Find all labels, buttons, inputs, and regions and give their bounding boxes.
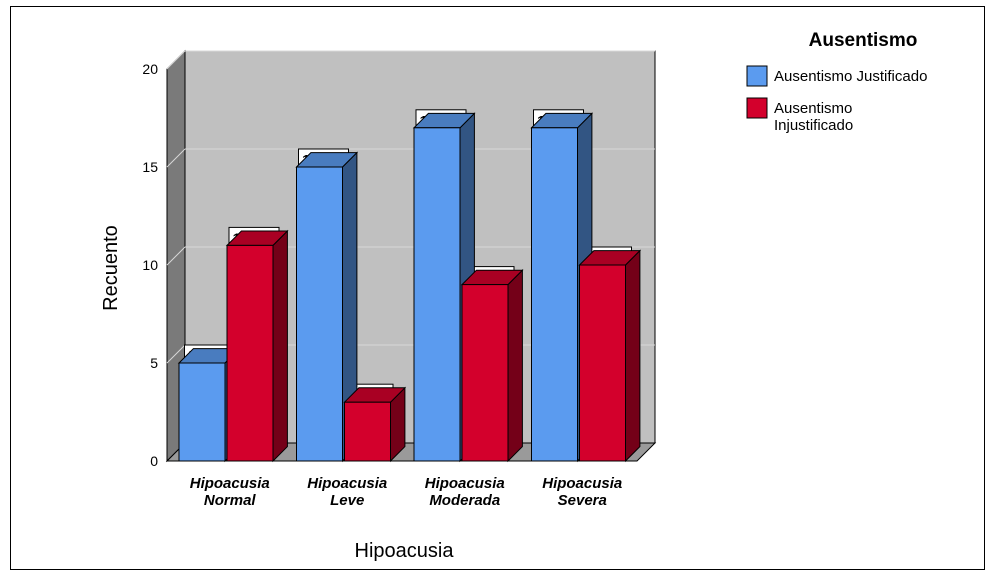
legend-swatch [746, 65, 768, 87]
bar [413, 127, 461, 462]
bar [296, 166, 343, 462]
y-axis-title: Recuento [100, 225, 122, 311]
legend-label: Injustificado [774, 117, 853, 134]
legend-label: Ausentismo [774, 100, 852, 117]
legend-swatch [746, 97, 768, 119]
y-tick-label: 15 [142, 159, 158, 175]
legend-title: Ausentismo [809, 30, 918, 51]
bar [579, 264, 626, 462]
x-axis-title: Hipoacusia [355, 540, 455, 562]
bar [344, 401, 391, 462]
gridline-side [166, 246, 186, 266]
x-tick-label: Leve [330, 492, 364, 509]
gridline-side [166, 344, 186, 364]
bar [226, 244, 274, 462]
bar-side [507, 268, 523, 463]
bar-side [272, 229, 288, 463]
x-tick-label: Hipoacusia [425, 475, 505, 492]
x-tick-label: Hipoacusia [190, 475, 270, 492]
bar [531, 127, 578, 462]
x-tick-label: Normal [204, 492, 257, 509]
x-tick-label: Hipoacusia [542, 475, 622, 492]
x-tick-label: Hipoacusia [307, 475, 387, 492]
gridline-side [166, 148, 186, 168]
bar [178, 362, 226, 462]
bar-side [625, 249, 641, 463]
x-tick-label: Moderada [429, 492, 500, 509]
gridline-side [166, 50, 186, 70]
y-tick-label: 10 [142, 257, 158, 273]
y-tick-label: 0 [150, 453, 158, 469]
legend: Ausentismo Ausentismo Justificado Ausenti… [746, 30, 927, 134]
x-tick-label: Severa [558, 492, 607, 509]
legend-label: Ausentismo Justificado [774, 68, 927, 85]
plot-area: 051015205,75%12,64%17,24%3,45%19,54%10,3… [142, 49, 657, 509]
y-tick-label: 5 [150, 355, 158, 371]
y-tick-label: 20 [142, 61, 158, 77]
bar [461, 284, 509, 462]
